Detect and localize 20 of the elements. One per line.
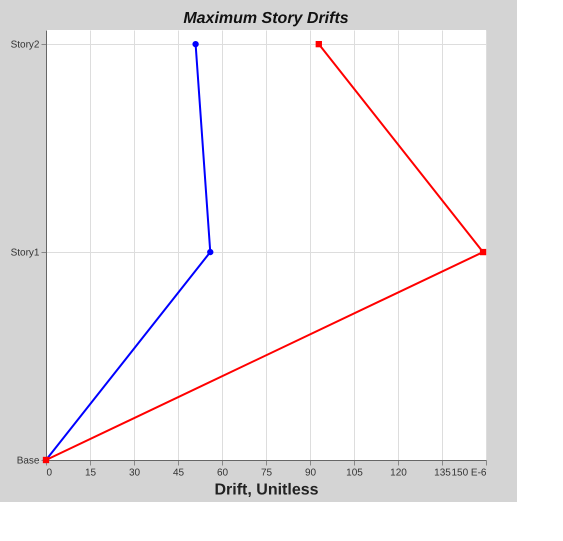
point xyxy=(480,248,486,256)
y-tick-label: Base xyxy=(16,456,40,466)
chart-title: Maximum Story Drifts xyxy=(183,10,349,27)
x-tick-label: 135 xyxy=(434,468,452,478)
x-tick-label: 90 xyxy=(304,468,316,478)
x-tick-label: 75 xyxy=(260,468,272,478)
x-tick-label: 150 E-6 xyxy=(451,468,487,478)
y-tick-label: Story1 xyxy=(10,248,40,259)
point xyxy=(316,40,322,48)
x-axis-title: Drift, Unitless xyxy=(214,482,319,498)
point xyxy=(192,40,199,48)
x-tick-label: 30 xyxy=(128,468,140,478)
x-tick-label: 120 xyxy=(390,468,408,478)
x-tick-label: 15 xyxy=(84,468,96,478)
x-tick-label: 60 xyxy=(216,468,228,478)
point xyxy=(207,248,214,256)
x-tick-label: 105 xyxy=(346,468,364,478)
x-tick-label: 45 xyxy=(172,468,184,478)
x-tick-label: 0 xyxy=(46,468,52,478)
y-tick-label: Story2 xyxy=(10,40,40,51)
